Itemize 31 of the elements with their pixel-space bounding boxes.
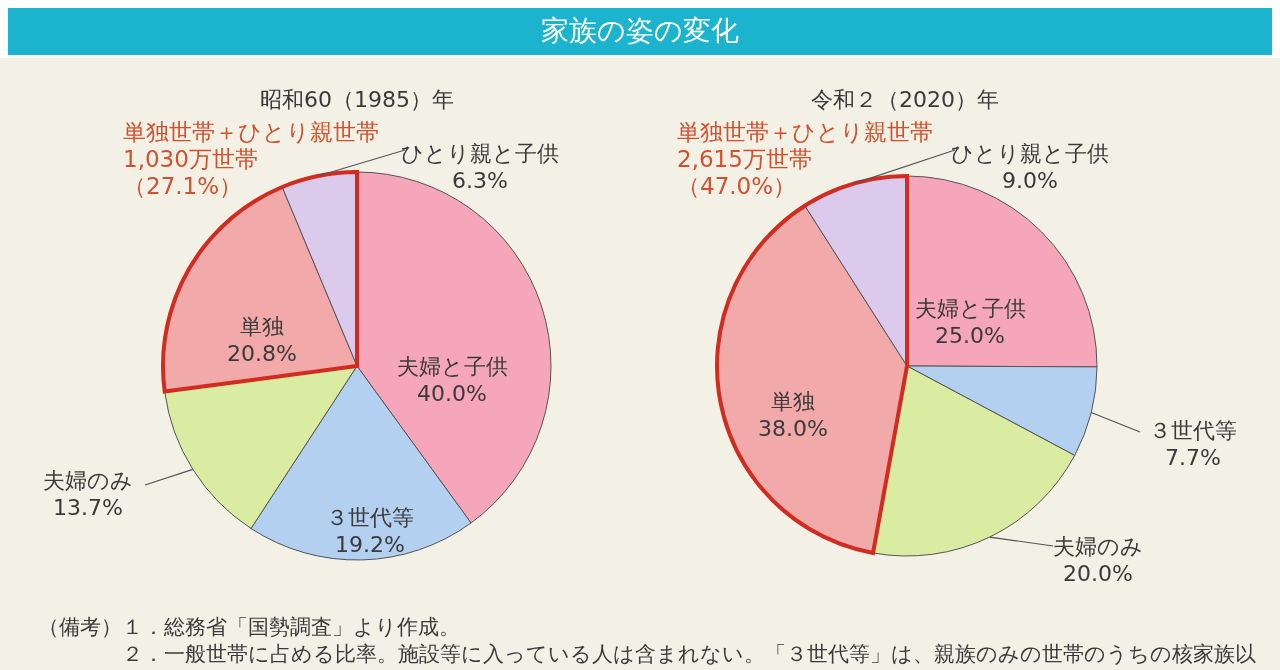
slice-label: 単独: [240, 313, 284, 339]
slice-label: 夫婦と子供: [914, 295, 1026, 321]
slice-label: ３世代等: [1149, 417, 1237, 443]
text: （27.1%）: [123, 173, 243, 199]
chart-subtitle: 昭和60（1985）年: [260, 87, 454, 112]
data-label: 13.7%: [53, 494, 123, 520]
slice-label: ひとり親と子供: [951, 140, 1109, 166]
text: （47.0%）: [677, 173, 797, 199]
text: （備考）１．総務省「国勢調査」より作成。: [38, 615, 460, 639]
text: 単独世帯＋ひとり親世帯: [123, 119, 379, 145]
slice-label: 夫婦と子供: [396, 353, 508, 379]
text: 2,615万世帯: [677, 146, 812, 172]
data-label: 7.7%: [1165, 444, 1221, 470]
data-label: 25.0%: [935, 322, 1005, 348]
data-label: 38.0%: [758, 415, 828, 441]
text: 1,030万世帯: [123, 146, 258, 172]
data-label: 40.0%: [417, 380, 487, 406]
data-label: 20.0%: [1063, 560, 1133, 586]
slice-label: 夫婦のみ: [43, 467, 133, 493]
text: ２．一般世帯に占める比率。施設等に入っている人は含まれない。「３世代等」は、親族のみの世帯のうちの核家族以: [122, 642, 1256, 666]
data-label: 9.0%: [1002, 167, 1058, 193]
chart-subtitle: 令和２（2020）年: [811, 87, 999, 112]
slice-label: 単独: [771, 388, 815, 414]
data-label: 19.2%: [335, 531, 405, 557]
data-label: 6.3%: [452, 167, 508, 193]
text: 単独世帯＋ひとり親世帯: [677, 119, 933, 145]
data-label: 20.8%: [227, 340, 297, 366]
slice-label: ひとり親と子供: [401, 140, 559, 166]
text: 家族の姿の変化: [541, 14, 739, 47]
slice-label: ３世代等: [326, 504, 414, 530]
slice-label: 夫婦のみ: [1053, 533, 1143, 559]
